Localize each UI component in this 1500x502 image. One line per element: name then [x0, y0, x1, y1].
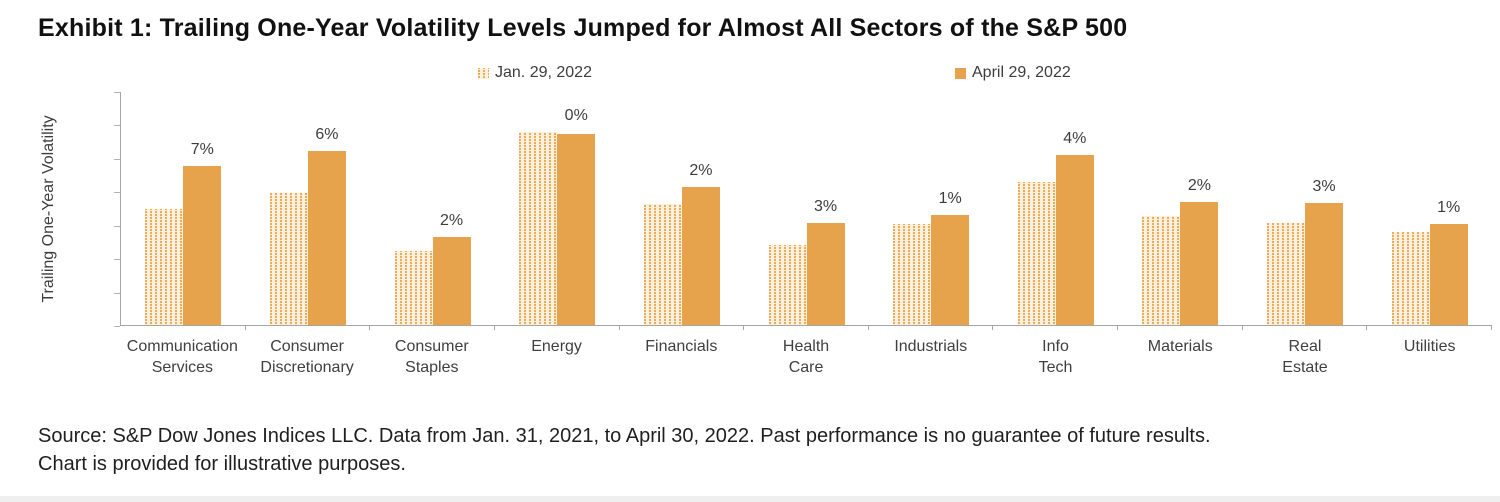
- x-tick-mark: [743, 325, 745, 330]
- bar-april: [1180, 201, 1219, 325]
- x-category-label: Communication Services: [126, 338, 238, 376]
- category-group: 3%: [744, 92, 869, 330]
- x-category-label: Energy: [531, 338, 582, 355]
- x-tick-mark: [493, 325, 495, 330]
- source-note: Source: S&P Dow Jones Indices LLC. Data …: [38, 422, 1211, 478]
- category-group: 1%: [1367, 92, 1493, 330]
- y-tick-mark: [114, 158, 120, 160]
- bar-april: [307, 151, 346, 325]
- x-tick-mark: [992, 325, 994, 330]
- y-tick-mark: [114, 292, 120, 294]
- diff-data-label: 2%: [440, 211, 464, 229]
- bar-jan: [269, 192, 308, 325]
- diff-data-label: 4%: [1063, 130, 1087, 148]
- legend-swatch-jan-pattern-icon: [478, 67, 489, 79]
- bar-april: [1055, 155, 1094, 325]
- x-tick-mark: [1366, 325, 1368, 330]
- bar-april: [183, 165, 222, 325]
- bar-jan: [1142, 216, 1181, 325]
- legend-label-jan: Jan. 29, 2022: [495, 64, 592, 81]
- x-tick-mark: [369, 325, 371, 330]
- x-category-label: Health Care: [782, 338, 830, 376]
- legend-item-jan: Jan. 29, 2022: [478, 62, 592, 84]
- bar-jan: [768, 244, 807, 325]
- y-tick-mark: [114, 92, 120, 93]
- source-line-1: Source: S&P Dow Jones Indices LLC. Data …: [38, 425, 1211, 447]
- chart-title: Exhibit 1: Trailing One-Year Volatility …: [38, 14, 1128, 42]
- bar-april: [1305, 202, 1344, 325]
- x-category-label: Materials: [1147, 338, 1213, 355]
- legend-label-april: April 29, 2022: [972, 64, 1071, 81]
- bar-april: [557, 133, 596, 325]
- x-category-label: Financials: [645, 338, 718, 355]
- y-axis-title: Trailing One-Year Volatility: [40, 115, 57, 303]
- bar-jan: [1391, 232, 1430, 325]
- y-tick-mark: [114, 125, 120, 127]
- x-tick-mark: [1241, 325, 1243, 330]
- page-bottom-edge: [0, 496, 1500, 502]
- bar-jan: [519, 132, 558, 325]
- category-group: 0%: [495, 92, 620, 330]
- diff-data-label: 1%: [938, 189, 962, 207]
- legend-swatch-april-solid-icon: [955, 67, 966, 79]
- category-group: 3%: [1243, 92, 1368, 330]
- diff-data-label: 0%: [564, 107, 588, 125]
- y-tick-mark: [114, 326, 120, 327]
- x-category-label: Utilities: [1403, 338, 1456, 355]
- diff-data-label: 3%: [1312, 177, 1336, 195]
- diff-data-label: 1%: [1437, 199, 1461, 217]
- x-category-label: Consumer Discretionary: [260, 338, 354, 376]
- y-tick-mark: [114, 259, 120, 261]
- x-tick-mark: [618, 325, 620, 330]
- category-group: 7%: [121, 92, 246, 330]
- y-tick-mark: [114, 225, 120, 227]
- bar-april: [681, 187, 720, 325]
- bar-jan: [643, 204, 682, 325]
- bar-april: [1429, 224, 1468, 325]
- category-group: 1%: [869, 92, 994, 330]
- x-tick-mark: [244, 325, 246, 330]
- category-group: 4%: [993, 92, 1119, 330]
- x-tick-mark: [1491, 325, 1493, 330]
- source-line-2: Chart is provided for illustrative purpo…: [38, 453, 406, 475]
- x-category-label: Info Tech: [1038, 338, 1073, 376]
- category-group: 6%: [246, 92, 371, 330]
- bar-april: [806, 222, 845, 325]
- x-category-label: Industrials: [894, 338, 968, 355]
- legend-item-april: April 29, 2022: [955, 62, 1071, 84]
- x-tick-mark: [867, 325, 869, 330]
- x-axis-labels: Communication Services Consumer Discretio…: [120, 336, 1492, 378]
- category-group: 2%: [620, 92, 745, 330]
- diff-data-label: 7%: [190, 140, 214, 158]
- diff-data-label: 6%: [315, 126, 339, 144]
- x-category-label: Consumer Staples: [394, 338, 469, 376]
- bar-jan: [145, 209, 184, 325]
- plot-area: 7% 6% 2% 0% 2% 3% 1% 4% 2% 3% 1%: [120, 92, 1493, 330]
- x-tick-mark: [1117, 325, 1119, 330]
- category-group: 2%: [1118, 92, 1243, 330]
- category-group: 2%: [370, 92, 495, 330]
- diff-data-label: 3%: [813, 197, 838, 215]
- diff-data-label: 2%: [1187, 176, 1211, 194]
- bar-jan: [394, 250, 433, 325]
- bar-april: [432, 236, 471, 325]
- bar-jan: [1267, 222, 1306, 325]
- bar-april: [931, 214, 970, 325]
- x-category-label: Real Estate: [1282, 338, 1328, 376]
- bar-jan: [1017, 181, 1056, 325]
- y-tick-mark: [114, 192, 120, 194]
- diff-data-label: 2%: [689, 162, 713, 180]
- bar-jan: [893, 224, 932, 325]
